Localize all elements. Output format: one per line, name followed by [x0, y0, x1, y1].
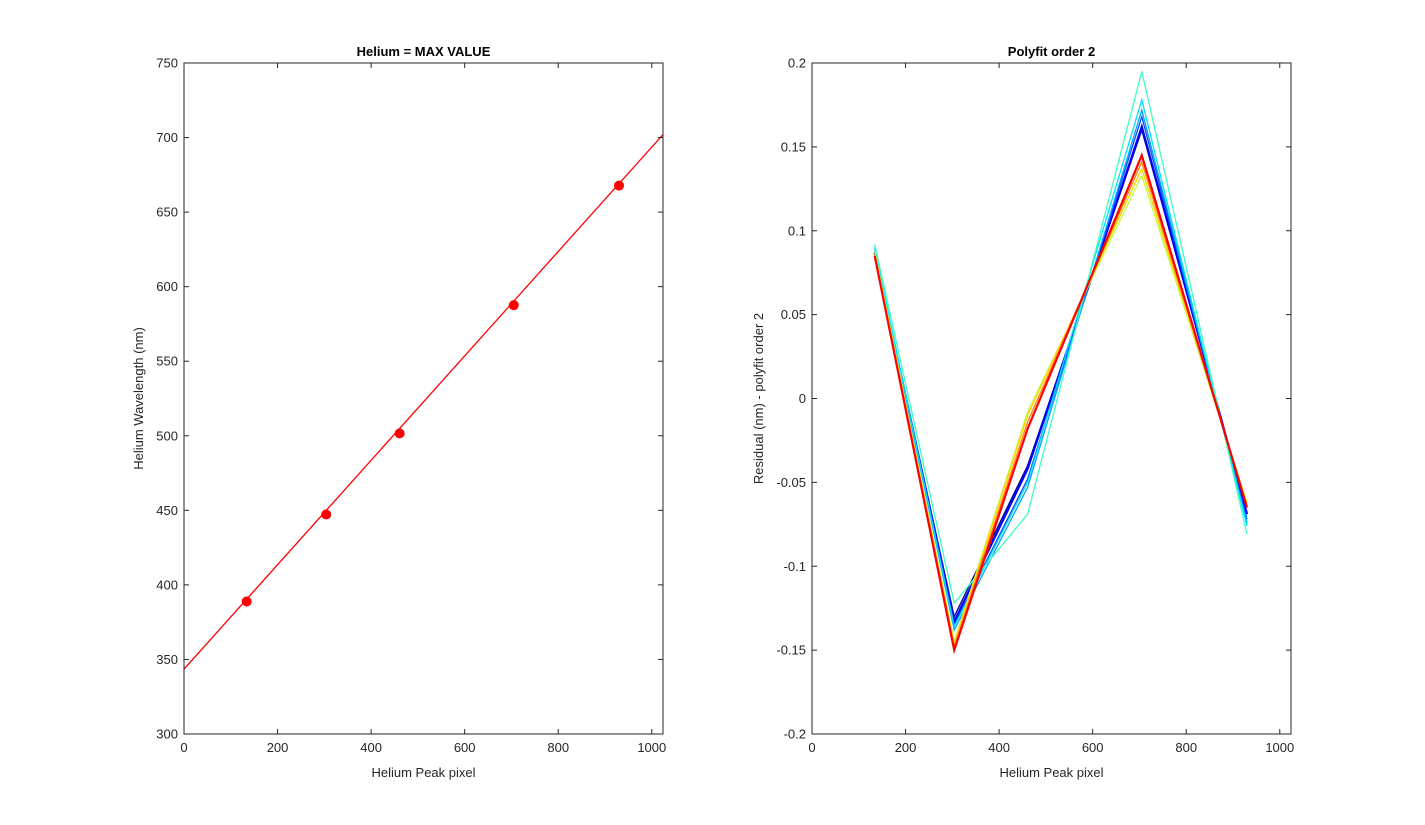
residual-series-7: [874, 166, 1248, 646]
left-ytick-label-1: 350: [156, 652, 178, 667]
left-xtick-label-0: 0: [180, 740, 187, 755]
left-ytick-label-3: 450: [156, 503, 178, 518]
right-ytick-label-7: 0.15: [781, 139, 806, 154]
right-xtick-label-3: 600: [1082, 740, 1104, 755]
right-title: Polyfit order 2: [1008, 44, 1095, 59]
data-point-3: [508, 300, 519, 311]
left-ytick-label-5: 550: [156, 354, 178, 369]
residual-series-9: [873, 152, 1249, 655]
right-axes: Polyfit order 2 Helium Peak pixel Residu…: [751, 44, 1294, 780]
data-point-4: [614, 180, 625, 191]
left-ytick-label-8: 700: [156, 130, 178, 145]
left-xtick-label-5: 1000: [637, 740, 666, 755]
left-ytick-label-6: 600: [156, 279, 178, 294]
right-data: [873, 71, 1249, 655]
fit-line: [184, 134, 663, 670]
left-xtick-label-3: 600: [454, 740, 476, 755]
right-xtick-label-4: 800: [1175, 740, 1197, 755]
left-xlabel: Helium Peak pixel: [371, 765, 475, 780]
right-ytick-label-4: 0: [799, 391, 806, 406]
data-point-1: [321, 509, 332, 520]
right-ytick-label-8: 0.2: [788, 56, 806, 71]
left-ytick-label-4: 500: [156, 428, 178, 443]
left-title: Helium = MAX VALUE: [357, 44, 491, 59]
right-ytick-label-5: 0.05: [781, 307, 806, 322]
right-ytick-label-2: -0.1: [784, 559, 806, 574]
right-xtick-label-0: 0: [808, 740, 815, 755]
right-xtick-label-5: 1000: [1265, 740, 1294, 755]
data-point-2: [394, 428, 405, 439]
left-plot-area: 0 200 400 600 800 1000 300 350 400 450 500 550 600 65…: [156, 56, 666, 756]
left-ylabel: Helium Wavelength (nm): [131, 327, 146, 470]
left-ytick-label-0: 300: [156, 727, 178, 742]
left-xtick-label-2: 400: [360, 740, 382, 755]
right-xtick-label-2: 400: [988, 740, 1010, 755]
residual-series-4: [874, 97, 1248, 629]
right-plot-area: 0 200 400 600 800 1000 -0.2 -0.15 -0.1 -0.05 0 0.05…: [776, 56, 1294, 756]
left-axes-box: [183, 62, 664, 735]
left-data: [184, 134, 663, 670]
right-ytick-label-6: 0.1: [788, 223, 806, 238]
right-xlabel: Helium Peak pixel: [999, 765, 1103, 780]
right-xtick-label-1: 200: [895, 740, 917, 755]
right-ylabel: Residual (nm) - polyfit order 2: [751, 313, 766, 484]
right-ytick-label-0: -0.2: [784, 727, 806, 742]
residual-series-6: [874, 173, 1248, 645]
right-ytick-label-3: -0.05: [776, 475, 806, 490]
residual-series-5: [874, 71, 1248, 605]
left-ytick-label-9: 750: [156, 56, 178, 71]
right-ytick-label-1: -0.15: [776, 643, 806, 658]
left-ytick-label-2: 400: [156, 577, 178, 592]
residual-series-8: [874, 160, 1248, 650]
data-point-0: [241, 596, 252, 607]
left-xtick-label-1: 200: [267, 740, 289, 755]
left-xtick-label-4: 800: [547, 740, 569, 755]
left-ytick-label-7: 650: [156, 205, 178, 220]
left-axes: Helium = MAX VALUE Helium Peak pixel Hel…: [131, 44, 666, 780]
